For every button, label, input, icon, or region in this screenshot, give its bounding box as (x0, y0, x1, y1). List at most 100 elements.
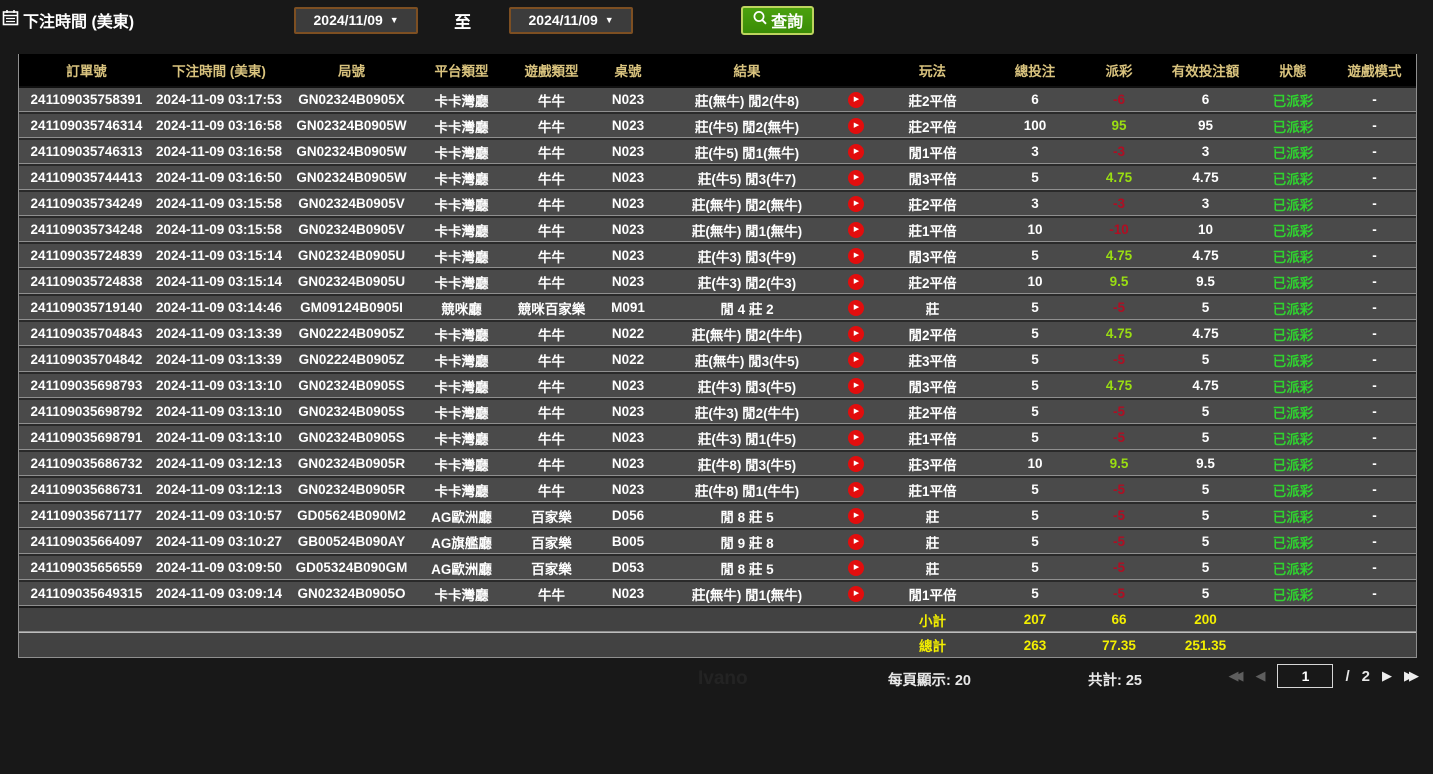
total-bet: 263 (990, 632, 1080, 658)
pagination-first-button[interactable]: ◀◀ (1228, 668, 1243, 683)
replay-video-icon[interactable]: ▶ (848, 169, 864, 186)
order-cell: 241109035724838 (19, 268, 154, 294)
replay-video-icon[interactable]: ▶ (848, 117, 864, 134)
order-cell: 241109035698793 (19, 372, 154, 398)
pagination-prev-button[interactable]: ◀ (1255, 668, 1266, 683)
replay-video-icon[interactable]: ▶ (848, 455, 864, 472)
replay-video-icon[interactable]: ▶ (848, 507, 864, 524)
subtotal-payout: 66 (1080, 606, 1158, 632)
mode-cell: - (1333, 580, 1416, 606)
valid-cell: 4.75 (1158, 320, 1253, 346)
result-cell: 閒 4 莊 2 (657, 294, 837, 320)
valid-cell: 5 (1158, 346, 1253, 372)
play-icon-cell: ▶ (837, 580, 875, 606)
date-to-picker[interactable]: 2024/11/09 ▼ (509, 6, 634, 34)
mode-cell: - (1333, 216, 1416, 242)
play-icon-cell: ▶ (837, 268, 875, 294)
valid-cell: 9.5 (1158, 268, 1253, 294)
order-cell: 241109035744413 (19, 164, 154, 190)
game-cell: 牛牛 (504, 164, 599, 190)
replay-video-icon[interactable]: ▶ (848, 351, 864, 368)
order-cell: 241109035704842 (19, 346, 154, 372)
replay-video-icon[interactable]: ▶ (848, 221, 864, 238)
time-cell: 2024-11-09 03:14:46 (154, 294, 284, 320)
round-cell: GD05324B090GM (284, 554, 419, 580)
game-cell: 牛牛 (504, 138, 599, 164)
bet-cell: 6 (990, 86, 1080, 112)
replay-video-icon[interactable]: ▶ (848, 143, 864, 160)
play-cell: 莊2平倍 (875, 268, 990, 294)
play-cell: 莊1平倍 (875, 476, 990, 502)
play-cell: 莊3平倍 (875, 346, 990, 372)
time-cell: 2024-11-09 03:15:58 (154, 190, 284, 216)
table-no-cell: N023 (599, 372, 657, 398)
replay-video-icon[interactable]: ▶ (848, 195, 864, 212)
round-cell: GN02324B0905S (284, 372, 419, 398)
header-valid-bet: 有效投注額 (1158, 54, 1253, 86)
pagination-last-button[interactable]: ▶▶ (1404, 668, 1419, 683)
payout-cell: -5 (1080, 580, 1158, 606)
game-cell: 牛牛 (504, 242, 599, 268)
bets-table: 訂單號 下注時間 (美東) 局號 平台類型 遊戲類型 桌號 結果 玩法 總投注 … (18, 54, 1417, 658)
play-icon-cell: ▶ (837, 346, 875, 372)
time-cell: 2024-11-09 03:12:13 (154, 450, 284, 476)
status-cell: 已派彩 (1253, 112, 1333, 138)
replay-video-icon[interactable]: ▶ (848, 299, 864, 316)
round-cell: GN02224B0905Z (284, 346, 419, 372)
date-from-picker[interactable]: 2024/11/09 ▼ (294, 6, 419, 34)
pagination-next-button[interactable]: ▶ (1382, 668, 1392, 683)
play-cell: 莊 (875, 502, 990, 528)
valid-cell: 10 (1158, 216, 1253, 242)
table-no-cell: N023 (599, 164, 657, 190)
bet-row: 241109035649315 2024-11-09 03:09:14 GN0232… (19, 580, 1416, 606)
table-no-cell: N023 (599, 450, 657, 476)
replay-video-icon[interactable]: ▶ (848, 273, 864, 290)
header-status: 狀態 (1253, 54, 1333, 86)
bet-row: 241109035719140 2024-11-09 03:14:46 GM0912… (19, 294, 1416, 320)
mode-cell: - (1333, 528, 1416, 554)
round-cell: GN02324B0905R (284, 450, 419, 476)
table-no-cell: B005 (599, 528, 657, 554)
replay-video-icon[interactable]: ▶ (848, 377, 864, 394)
bet-cell: 5 (990, 320, 1080, 346)
page-number-input[interactable] (1277, 664, 1334, 688)
play-cell: 莊 (875, 528, 990, 554)
status-cell: 已派彩 (1253, 190, 1333, 216)
play-cell: 莊 (875, 294, 990, 320)
bet-time-filter-text: 下注時間 (美東) (23, 14, 135, 31)
search-button[interactable]: 查詢 (741, 5, 815, 35)
replay-video-icon[interactable]: ▶ (848, 91, 864, 108)
time-cell: 2024-11-09 03:09:14 (154, 580, 284, 606)
mode-cell: - (1333, 372, 1416, 398)
result-cell: 莊(牛8) 閒3(牛5) (657, 450, 837, 476)
game-cell: 牛牛 (504, 398, 599, 424)
replay-video-icon[interactable]: ▶ (848, 325, 864, 342)
replay-video-icon[interactable]: ▶ (848, 247, 864, 264)
status-cell: 已派彩 (1253, 242, 1333, 268)
table-no-cell: N023 (599, 580, 657, 606)
replay-video-icon[interactable]: ▶ (848, 585, 864, 602)
platform-cell: 卡卡灣廳 (419, 580, 504, 606)
result-cell: 莊(無牛) 閒1(無牛) (657, 580, 837, 606)
status-cell: 已派彩 (1253, 580, 1333, 606)
bet-row: 241109035746313 2024-11-09 03:16:58 GN0232… (19, 138, 1416, 164)
valid-cell: 9.5 (1158, 450, 1253, 476)
replay-video-icon[interactable]: ▶ (848, 481, 864, 498)
search-button-label: 查詢 (771, 14, 804, 31)
time-cell: 2024-11-09 03:15:58 (154, 216, 284, 242)
replay-video-icon[interactable]: ▶ (848, 533, 864, 550)
replay-video-icon[interactable]: ▶ (848, 429, 864, 446)
payout-cell: -5 (1080, 554, 1158, 580)
result-cell: 莊(無牛) 閒3(牛5) (657, 346, 837, 372)
calendar-icon (2, 9, 19, 31)
page-separator: / (1345, 667, 1350, 685)
valid-cell: 5 (1158, 528, 1253, 554)
replay-video-icon[interactable]: ▶ (848, 559, 864, 576)
platform-cell: 卡卡灣廳 (419, 450, 504, 476)
play-icon-cell: ▶ (837, 476, 875, 502)
mode-cell: - (1333, 476, 1416, 502)
bet-row: 241109035664097 2024-11-09 03:10:27 GB0052… (19, 528, 1416, 554)
replay-video-icon[interactable]: ▶ (848, 403, 864, 420)
status-cell: 已派彩 (1253, 294, 1333, 320)
bet-row: 241109035656559 2024-11-09 03:09:50 GD0532… (19, 554, 1416, 580)
